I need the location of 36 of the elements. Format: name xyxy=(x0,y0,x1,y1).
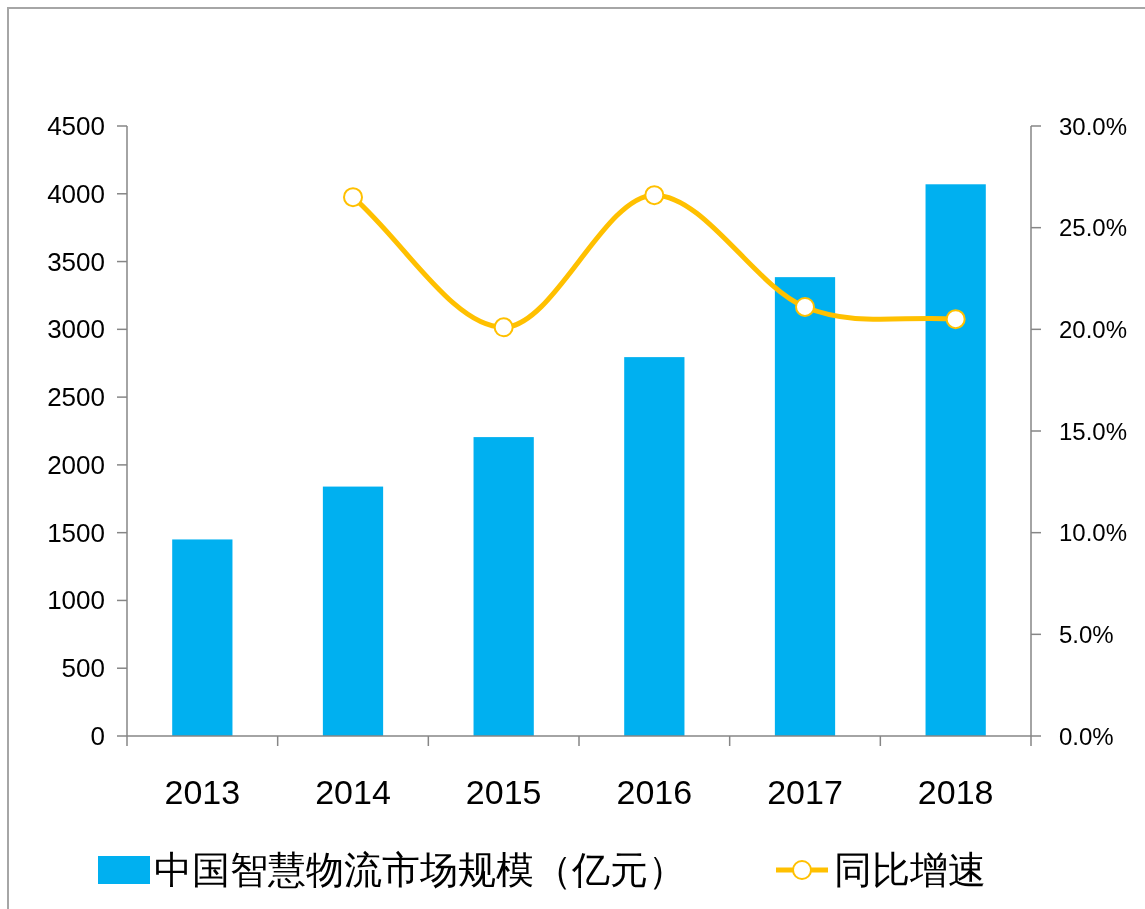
point xyxy=(343,187,363,208)
bar xyxy=(172,539,233,736)
x-tick-label: 2017 xyxy=(767,773,843,811)
point xyxy=(644,185,665,206)
x-tick-label: 2015 xyxy=(465,773,542,811)
y-tick-label: 2000 xyxy=(47,449,105,480)
bar xyxy=(473,437,534,736)
legend-label: 中国智慧物流市场规模（亿元） xyxy=(154,849,686,891)
y-tick-label: 500 xyxy=(61,653,105,684)
y-tick-label: 1000 xyxy=(47,585,105,616)
y-tick-label: 3000 xyxy=(47,314,105,345)
y-tick-label: 4000 xyxy=(47,178,105,209)
y2-tick-label: 30.0% xyxy=(1059,112,1128,140)
y2-tick-label: 20.0% xyxy=(1059,315,1128,343)
y2-tick-label: 5.0% xyxy=(1059,620,1114,648)
x-tick-label: 2016 xyxy=(616,773,693,811)
x-tick-label: 2013 xyxy=(164,773,241,811)
point xyxy=(493,317,514,338)
y-tick-label: 2500 xyxy=(47,382,105,413)
bar xyxy=(322,486,384,736)
point xyxy=(795,296,815,317)
point xyxy=(945,309,966,330)
y-tick-label: 1500 xyxy=(47,517,105,548)
x-tick-label: 2014 xyxy=(315,773,391,811)
y2-tick-label: 25.0% xyxy=(1059,214,1128,242)
bar xyxy=(774,277,836,736)
y2-tick-label: 15.0% xyxy=(1059,417,1128,445)
legend-label: 同比增速 xyxy=(834,849,986,891)
bar xyxy=(925,184,986,736)
y2-tick-label: 0.0% xyxy=(1059,722,1114,750)
y-tick-label: 0 xyxy=(90,721,105,751)
y-tick-label: 4500 xyxy=(47,111,105,141)
y-tick-label: 3500 xyxy=(47,246,105,277)
x-tick-label: 2018 xyxy=(917,773,994,811)
bar xyxy=(624,357,685,736)
y2-tick-label: 10.0% xyxy=(1059,519,1128,547)
